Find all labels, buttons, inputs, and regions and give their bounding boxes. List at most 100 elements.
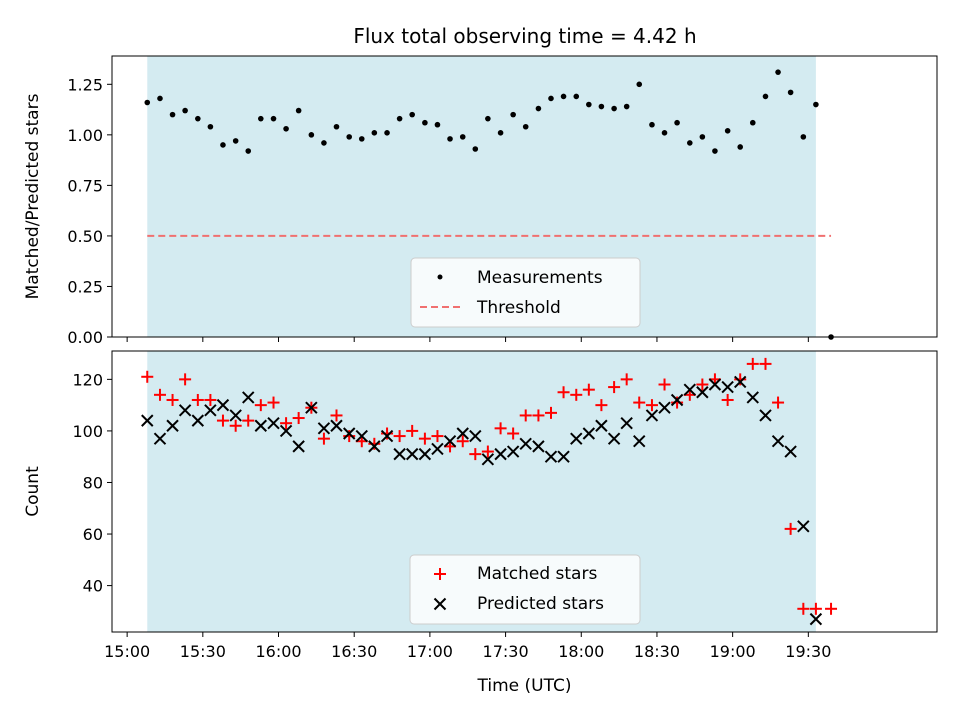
x-tick-label: 16:30 (331, 642, 377, 661)
matched-stars-point (368, 437, 381, 450)
matched-stars-point (393, 430, 406, 443)
predicted-stars-point (746, 391, 759, 404)
y-tick-label: 0.75 (67, 176, 103, 195)
cross-b (292, 440, 305, 453)
x-tick-label: 15:00 (104, 642, 150, 661)
measurement-point (560, 93, 567, 100)
measurement-point (346, 134, 353, 140)
predicted-stars-point (166, 419, 179, 432)
predicted-stars-point (405, 447, 419, 461)
time-x-ticks: 15:00 15:30 16:00 16:30 17:00 17:30 18:00 18:30… (104, 632, 831, 661)
matched-stars-point (204, 393, 217, 406)
matched-stars-point (784, 522, 797, 535)
measurement-point (434, 121, 441, 128)
predicted-stars-point (368, 440, 381, 453)
measurement-point (220, 142, 226, 148)
matched-stars-point (431, 430, 444, 443)
predicted-stars-point (254, 419, 268, 432)
predicted-stars-point (380, 429, 394, 443)
x-tick-label: 15:30 (180, 642, 226, 661)
cross-b (771, 435, 785, 448)
matched-stars-point (557, 386, 570, 399)
predicted-stars-point (696, 386, 709, 399)
count-panel: 40 60 80 100 120 15:00 15:30 16:00 16:30 17:00 17… (23, 350, 938, 696)
cross-b (204, 404, 217, 417)
matched-stars-point (608, 381, 621, 394)
cross-b (746, 391, 759, 404)
predicted-stars-point (242, 391, 255, 404)
matched-stars-point (330, 409, 343, 422)
cross-b (229, 409, 242, 422)
measurement-point (283, 125, 289, 132)
measurement-point (699, 134, 706, 140)
measurement-point (232, 138, 239, 144)
y-tick-label: 80 (83, 473, 103, 492)
x-tick-label: 18:00 (558, 642, 604, 661)
predicted-stars-point (494, 447, 507, 461)
matched-stars-point (645, 399, 658, 412)
cross-b (443, 435, 457, 448)
measurement-point (409, 111, 415, 118)
chart-title: Flux total observing time = 4.42 h (353, 24, 696, 48)
y-tick-label: 1.00 (67, 126, 103, 145)
measurement-point (749, 119, 756, 126)
predicted-stars-point (431, 442, 444, 456)
measurement-point (623, 103, 630, 110)
predicted-stars-point (620, 416, 633, 430)
count-series (141, 357, 838, 626)
cross-b (393, 447, 406, 461)
predicted-stars-point (645, 409, 659, 422)
predicted-stars-point (317, 422, 331, 435)
cross-b (721, 380, 734, 394)
measurement-point (800, 134, 807, 140)
legend-matched-label: Matched stars (477, 564, 597, 584)
predicted-stars-point (809, 612, 823, 626)
measurement-point (636, 81, 643, 88)
matched-stars-point (532, 409, 545, 422)
predicted-stars-point (506, 445, 520, 458)
predicted-stars-point (469, 429, 482, 443)
measurement-point (371, 130, 378, 136)
predicted-stars-point (683, 383, 697, 396)
measurement-point (485, 115, 491, 122)
matched-stars-point (494, 422, 507, 435)
cross-b (153, 432, 167, 445)
matched-stars-point (141, 370, 154, 383)
x-tick-label: 17:00 (407, 642, 453, 661)
predicted-stars-point (532, 440, 545, 453)
cross-b (595, 419, 608, 432)
measurement-point (497, 130, 504, 136)
predicted-stars-point (191, 414, 205, 427)
measurement-point (712, 148, 718, 154)
measurement-point (737, 144, 744, 150)
predicted-stars-point (355, 429, 368, 443)
matched-stars-point (267, 396, 280, 409)
matched-stars-point (317, 432, 330, 445)
count-axes-frame (111, 350, 938, 633)
count-y-ticks: 40 60 80 100 120 (72, 370, 112, 596)
predicted-stars-point (443, 435, 457, 448)
predicted-stars-point (784, 445, 797, 458)
cross-b (481, 453, 495, 466)
cross-b (242, 391, 255, 404)
legend-matched-marker (434, 568, 446, 580)
y-tick-label: 40 (83, 577, 103, 596)
measurement-point (447, 136, 453, 142)
measurement-point (182, 107, 188, 114)
matched-stars-point (582, 383, 595, 396)
matched-stars-point (671, 396, 684, 409)
predicted-stars-point (456, 427, 469, 440)
cross-b (267, 416, 280, 430)
matched-stars-point (179, 373, 192, 386)
predicted-stars-point (418, 447, 432, 461)
measurement-point (548, 95, 554, 102)
measurement-point (384, 130, 390, 136)
y-tick-label: 120 (72, 370, 103, 389)
matched-stars-point (481, 445, 494, 458)
matched-stars-point (153, 388, 166, 401)
cross-b (708, 378, 722, 391)
matched-stars-point (759, 357, 772, 370)
predicted-stars-point (708, 378, 722, 391)
predicted-stars-point (759, 409, 772, 422)
x-tick-label: 16:00 (255, 642, 301, 661)
